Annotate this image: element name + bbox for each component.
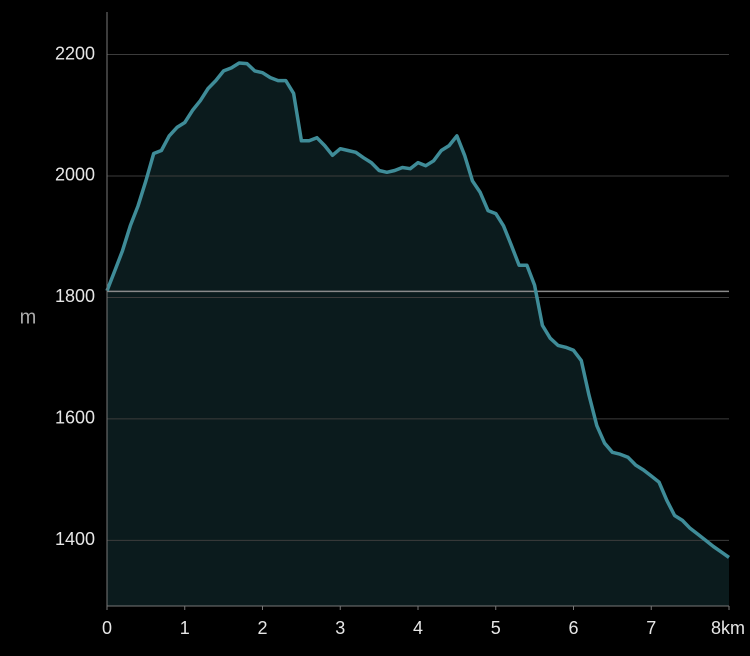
- x-tick-label: 2: [257, 618, 267, 638]
- x-tick-label: 0: [102, 618, 112, 638]
- x-tick-label: 3: [335, 618, 345, 638]
- x-tick-label: 4: [413, 618, 423, 638]
- y-tick-label: 1600: [55, 408, 95, 428]
- y-tick-label: 1400: [55, 529, 95, 549]
- y-axis-label: m: [20, 306, 37, 328]
- x-tick-label: 7: [646, 618, 656, 638]
- y-tick-label: 2200: [55, 43, 95, 63]
- x-tick-label: 1: [180, 618, 190, 638]
- x-tick-label: 5: [491, 618, 501, 638]
- x-tick-label: 6: [568, 618, 578, 638]
- area-fill: [107, 63, 729, 606]
- x-tick-label: 8km: [711, 618, 745, 638]
- elevation-line: [105, 61, 731, 559]
- y-tick-label: 1800: [55, 286, 95, 306]
- y-tick-label: 2000: [55, 165, 95, 185]
